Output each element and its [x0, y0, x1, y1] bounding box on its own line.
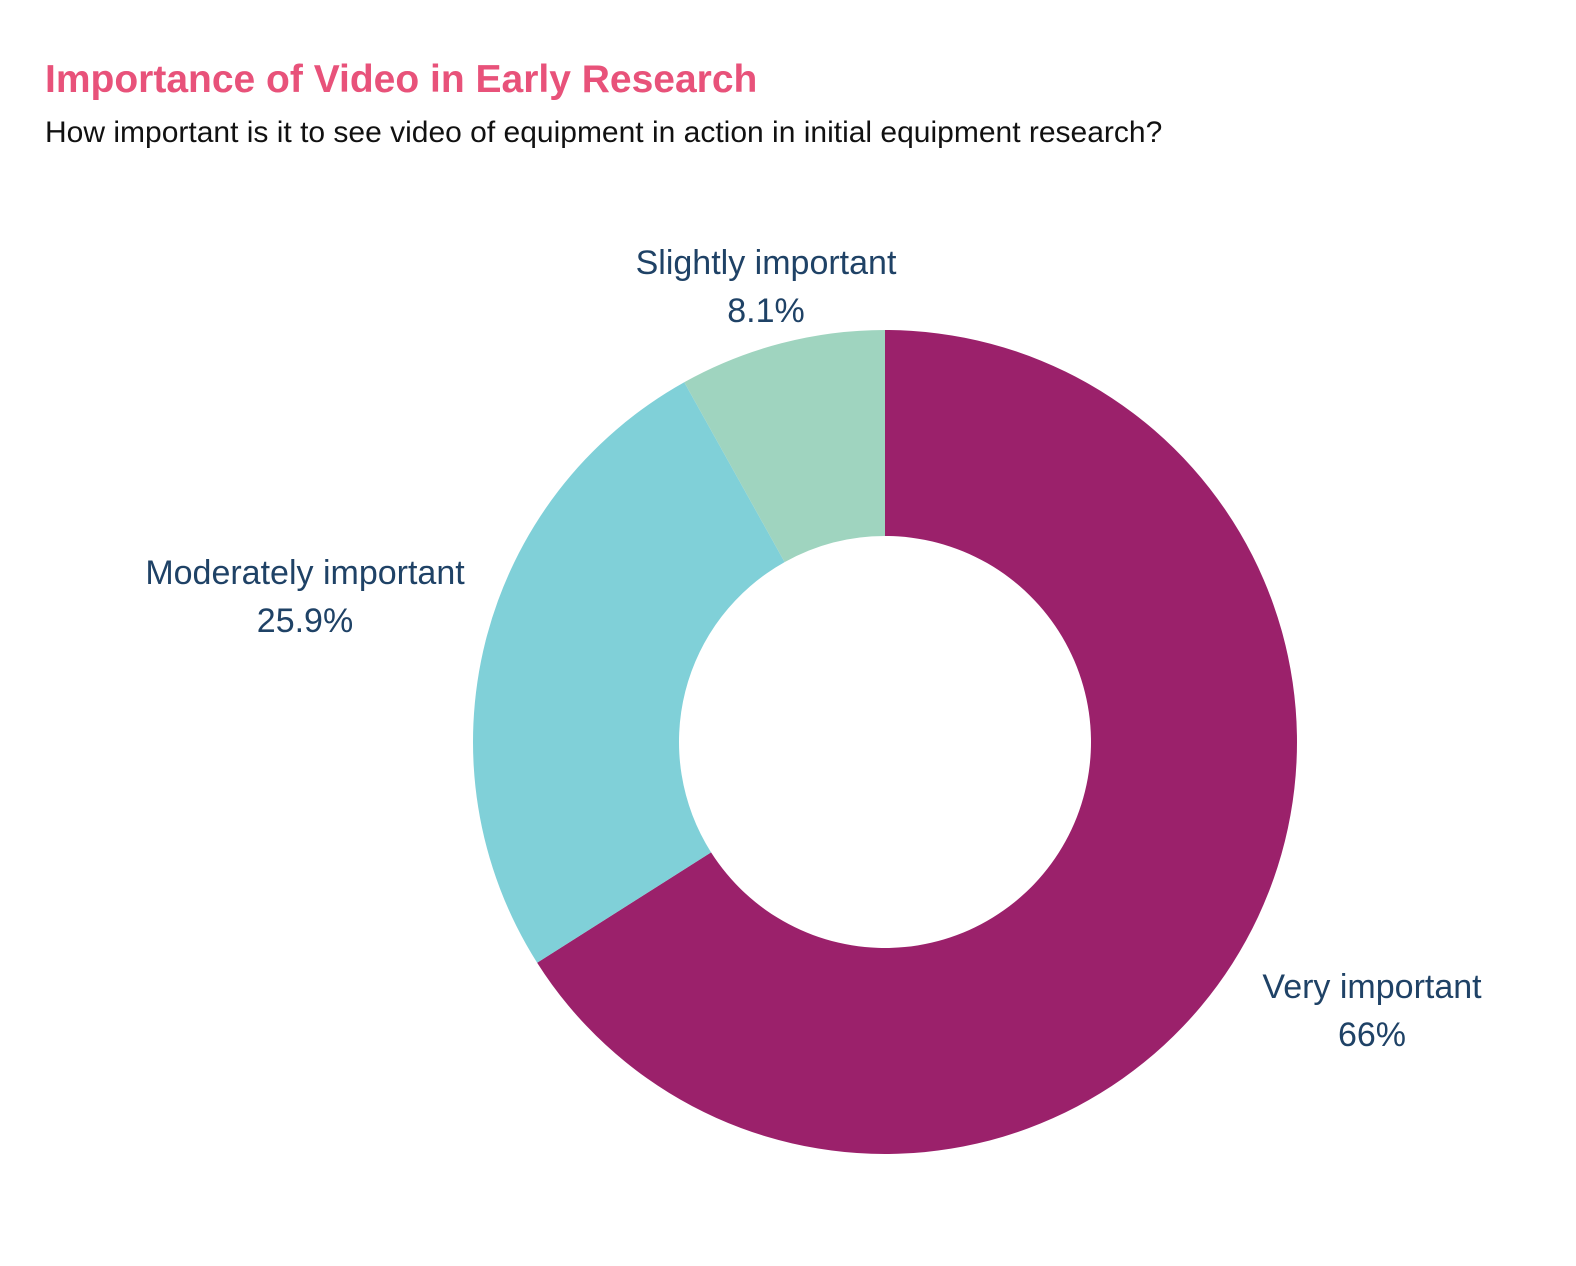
slice-value-moderately-important: 25.9% [257, 602, 353, 640]
slice-label-very-important: Very important [1262, 968, 1482, 1006]
slice-value-slightly-important: 8.1% [727, 292, 805, 330]
chart-subtitle: How important is it to see video of equi… [45, 116, 1163, 149]
slice-slightly-important [684, 330, 885, 563]
slice-value-very-important: 66% [1338, 1016, 1406, 1054]
slice-label-moderately-important: Moderately important [145, 554, 465, 592]
slice-very-important [537, 330, 1297, 1154]
chart-title: Importance of Video in Early Research [45, 58, 758, 101]
slice-moderately-important [473, 382, 785, 963]
slice-label-slightly-important: Slightly important [636, 244, 897, 282]
